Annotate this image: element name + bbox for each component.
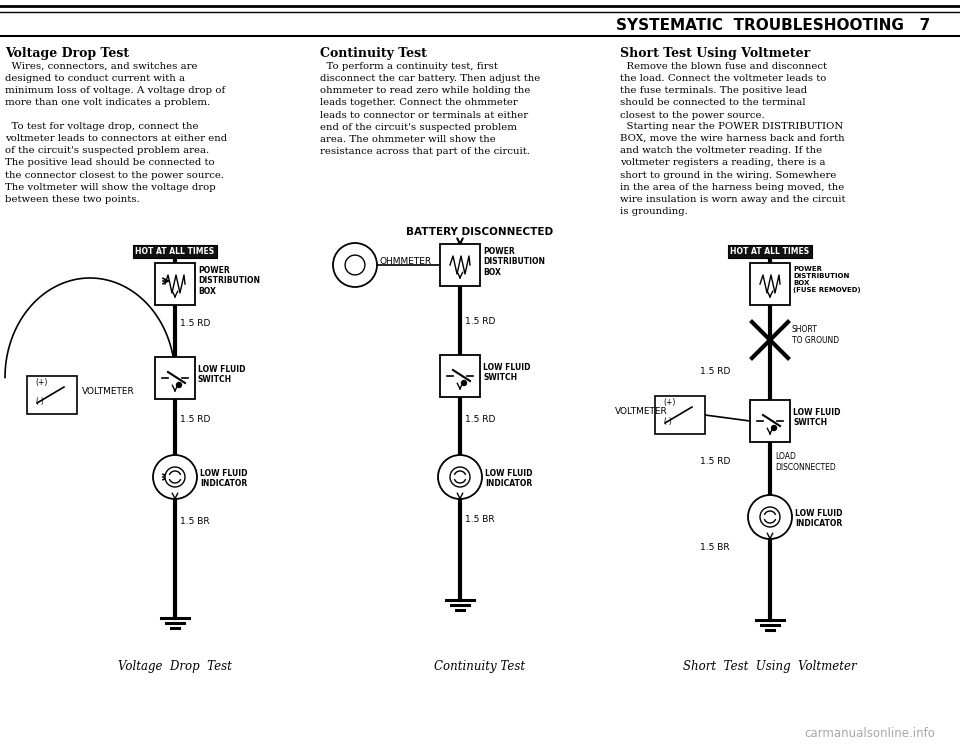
Circle shape: [165, 467, 185, 487]
Text: (-): (-): [663, 417, 672, 426]
Text: 1.5 RD: 1.5 RD: [465, 318, 495, 327]
Text: SYSTEMATIC  TROUBLESHOOTING   7: SYSTEMATIC TROUBLESHOOTING 7: [615, 17, 930, 33]
Text: LOW FLUID
SWITCH: LOW FLUID SWITCH: [198, 365, 246, 384]
Bar: [655, 396, 705, 434]
Bar: [728, 245, 812, 258]
Text: (+): (+): [35, 378, 47, 387]
Circle shape: [760, 507, 780, 527]
Circle shape: [450, 467, 470, 487]
Text: HOT AT ALL TIMES: HOT AT ALL TIMES: [731, 248, 809, 257]
Text: To perform a continuity test, first
disconnect the car battery. Then adjust the
: To perform a continuity test, first disc…: [320, 62, 540, 156]
Text: POWER
DISTRIBUTION
BOX: POWER DISTRIBUTION BOX: [198, 266, 260, 296]
Bar: [750, 263, 790, 305]
Text: OHMMETER: OHMMETER: [380, 257, 432, 266]
Text: POWER
DISTRIBUTION
BOX
(FUSE REMOVED): POWER DISTRIBUTION BOX (FUSE REMOVED): [793, 266, 860, 293]
Text: (+): (+): [663, 398, 676, 407]
Circle shape: [748, 495, 792, 539]
Text: To test for voltage drop, connect the
voltmeter leads to connectors at either en: To test for voltage drop, connect the vo…: [5, 122, 228, 204]
Bar: [440, 355, 480, 397]
Text: LOW FLUID
INDICATOR: LOW FLUID INDICATOR: [485, 469, 533, 489]
Bar: [133, 245, 217, 258]
Text: LOW FLUID
SWITCH: LOW FLUID SWITCH: [483, 363, 531, 383]
Text: Voltage Drop Test: Voltage Drop Test: [5, 47, 130, 60]
Text: 1.5 BR: 1.5 BR: [465, 515, 494, 524]
Text: POWER
DISTRIBUTION
BOX: POWER DISTRIBUTION BOX: [483, 247, 545, 277]
Circle shape: [333, 243, 377, 287]
Text: 1.5 RD: 1.5 RD: [700, 368, 730, 377]
Text: Starting near the POWER DISTRIBUTION
BOX, move the wire harness back and forth
a: Starting near the POWER DISTRIBUTION BOX…: [620, 122, 846, 216]
Text: HOT AT ALL TIMES: HOT AT ALL TIMES: [135, 248, 215, 257]
Bar: [750, 400, 790, 442]
Text: BATTERY DISCONNECTED: BATTERY DISCONNECTED: [406, 227, 554, 237]
Text: 1.5 BR: 1.5 BR: [180, 518, 209, 527]
Circle shape: [462, 380, 467, 386]
Text: LOW FLUID
INDICATOR: LOW FLUID INDICATOR: [795, 509, 843, 528]
Circle shape: [153, 455, 197, 499]
Text: Wires, connectors, and switches are
designed to conduct current with a
minimum l: Wires, connectors, and switches are desi…: [5, 62, 226, 107]
Text: 1.5 BR: 1.5 BR: [701, 544, 730, 553]
Text: 1.5 RD: 1.5 RD: [465, 416, 495, 424]
Text: LOAD
DISCONNECTED: LOAD DISCONNECTED: [775, 452, 836, 471]
Circle shape: [772, 425, 777, 430]
Circle shape: [177, 383, 181, 387]
Bar: [440, 244, 480, 286]
Text: (-): (-): [35, 397, 44, 406]
Text: Remove the blown fuse and disconnect
the load. Connect the voltmeter leads to
th: Remove the blown fuse and disconnect the…: [620, 62, 827, 119]
Bar: [155, 263, 195, 305]
Text: 1.5 RD: 1.5 RD: [700, 457, 730, 466]
Text: VOLTMETER: VOLTMETER: [82, 387, 134, 397]
Text: Short Test Using Voltmeter: Short Test Using Voltmeter: [620, 47, 810, 60]
Text: 1.5 RD: 1.5 RD: [180, 319, 210, 327]
Text: 1.5 RD: 1.5 RD: [180, 416, 210, 424]
Text: Voltage  Drop  Test: Voltage Drop Test: [118, 660, 232, 673]
Text: carmanualsonline.info: carmanualsonline.info: [804, 727, 935, 740]
Text: SHORT
TO GROUND: SHORT TO GROUND: [792, 325, 839, 345]
Text: Continuity Test: Continuity Test: [435, 660, 525, 673]
Text: VOLTMETER: VOLTMETER: [615, 407, 668, 416]
Circle shape: [345, 255, 365, 275]
Bar: [155, 357, 195, 399]
Text: LOW FLUID
INDICATOR: LOW FLUID INDICATOR: [200, 469, 248, 489]
Bar: [27, 376, 77, 414]
Circle shape: [438, 455, 482, 499]
Text: Continuity Test: Continuity Test: [320, 47, 427, 60]
Text: LOW FLUID
SWITCH: LOW FLUID SWITCH: [793, 408, 841, 427]
Text: Short  Test  Using  Voltmeter: Short Test Using Voltmeter: [684, 660, 857, 673]
